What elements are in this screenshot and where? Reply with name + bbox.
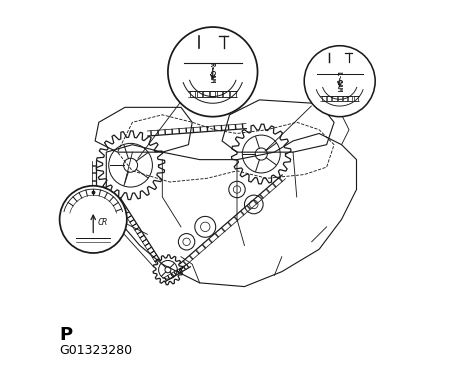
Text: G01323280: G01323280 (60, 345, 133, 357)
Circle shape (304, 46, 375, 117)
Text: R-CAM: R-CAM (209, 62, 214, 83)
Circle shape (60, 186, 127, 253)
Text: P: P (60, 326, 73, 344)
Circle shape (168, 27, 257, 117)
Text: L-CAM: L-CAM (336, 71, 342, 92)
Text: CR: CR (98, 218, 108, 227)
